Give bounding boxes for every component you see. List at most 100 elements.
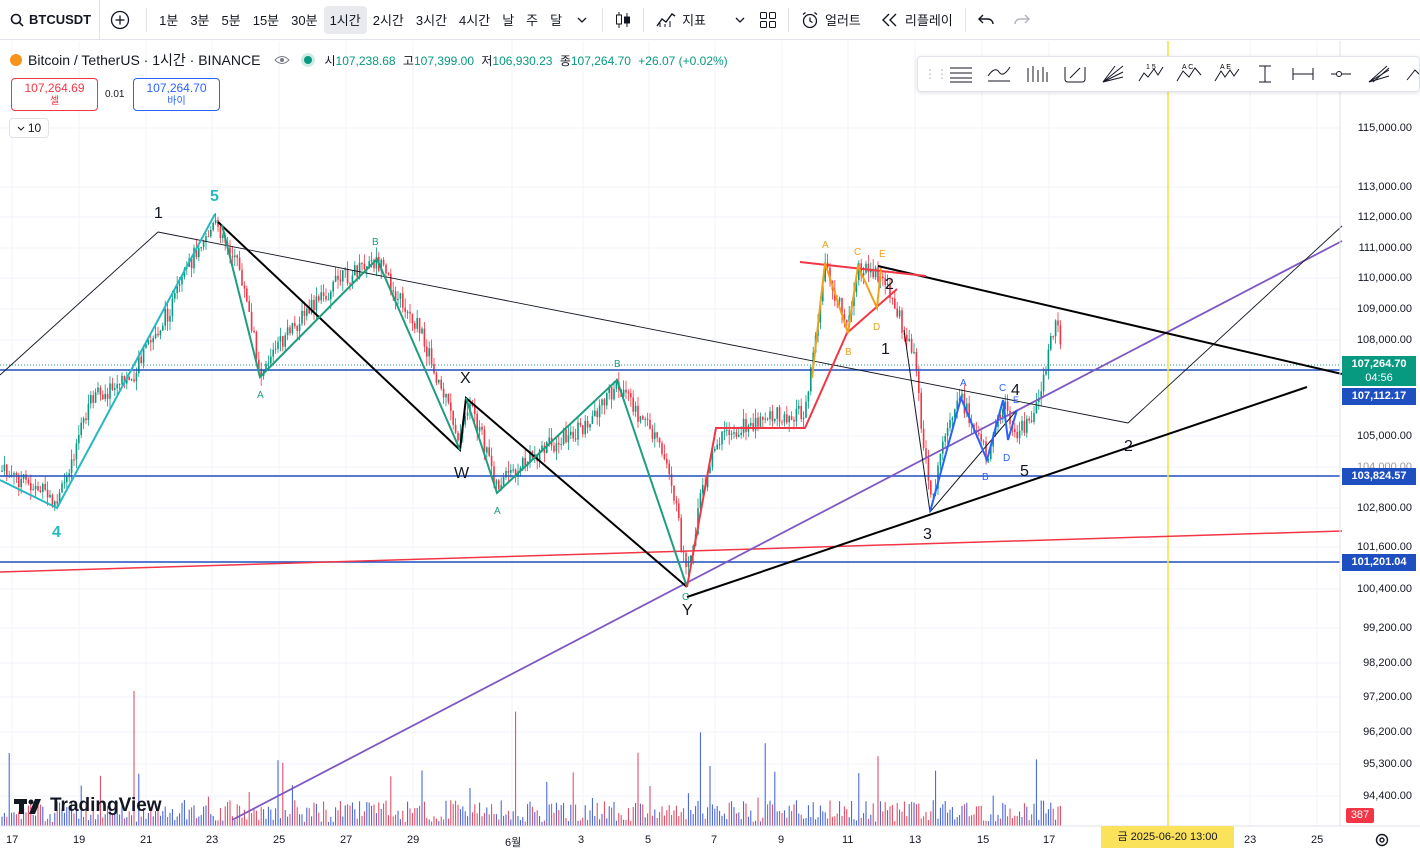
- red-trendline[interactable]: [0, 530, 1343, 573]
- blue-triangle-path[interactable]: [929, 394, 1018, 513]
- green-abc-path-2[interactable]: [465, 378, 688, 588]
- candle-body: [92, 395, 94, 403]
- price-range-tool[interactable]: [1246, 59, 1284, 89]
- candle-body: [762, 416, 764, 420]
- black-resistance-line[interactable]: [877, 265, 1343, 375]
- interval-month[interactable]: 달: [550, 13, 563, 28]
- purple-trendline[interactable]: [231, 240, 1343, 821]
- fan-tool[interactable]: [1094, 59, 1132, 89]
- wave-label: A: [960, 378, 967, 389]
- interval-1m[interactable]: 1분: [159, 13, 179, 28]
- candle-body: [925, 448, 927, 458]
- interval-2h[interactable]: 2시간: [372, 13, 404, 28]
- alarm-clock-icon: [802, 11, 818, 28]
- indicators-collapse-button[interactable]: 10: [9, 118, 49, 138]
- indicators-dropdown[interactable]: [726, 6, 754, 34]
- candle-body: [862, 272, 865, 276]
- indicators-button[interactable]: 지표: [650, 6, 712, 34]
- candle-body: [990, 446, 992, 460]
- pattern-tool[interactable]: [1398, 59, 1419, 89]
- orange-triangle-path[interactable]: [811, 262, 882, 379]
- wave-label: 2: [1124, 438, 1133, 455]
- drag-handle-icon[interactable]: ⋮⋮: [924, 67, 948, 81]
- wave-ac-tool[interactable]: A C: [1170, 59, 1208, 89]
- price-tick: 95,300.00: [1363, 758, 1412, 770]
- horizontal-lines-tool[interactable]: [942, 59, 980, 89]
- candle-body: [445, 393, 447, 398]
- legend-title[interactable]: Bitcoin / TetherUS · 1시간 · BINANCE: [28, 52, 261, 68]
- candle-body: [152, 338, 154, 343]
- replay-button[interactable]: 리플레이: [875, 6, 959, 34]
- candle-body: [908, 338, 910, 341]
- candle-body: [212, 222, 214, 230]
- eye-icon[interactable]: [274, 52, 291, 68]
- candle-body: [774, 418, 776, 422]
- symbol-search[interactable]: BTCUSDT: [0, 0, 101, 40]
- alert-button[interactable]: 얼러트: [795, 6, 867, 34]
- black-wxy-path[interactable]: [217, 221, 688, 588]
- candle-body: [522, 457, 524, 468]
- candle-body: [865, 263, 867, 273]
- teal-wave-path[interactable]: [0, 213, 216, 510]
- candle-body: [742, 418, 745, 433]
- compare-button[interactable]: [106, 6, 134, 34]
- date-range-tool[interactable]: [1284, 59, 1322, 89]
- channel-tool[interactable]: [1056, 59, 1094, 89]
- projection-path[interactable]: [1127, 225, 1343, 424]
- green-abc-path-1[interactable]: [221, 224, 461, 451]
- candle-body: [44, 483, 46, 490]
- current-price-label: 107,264.70 04:56: [1342, 356, 1416, 386]
- candle-body: [291, 323, 294, 334]
- volume-label: 387: [1346, 808, 1374, 823]
- candle-body: [75, 443, 78, 460]
- interval-dropdown[interactable]: [568, 6, 596, 34]
- thin-wave-path[interactable]: [0, 231, 159, 376]
- candle-body: [968, 403, 970, 424]
- candle-body: [385, 264, 387, 274]
- tradingview-logo[interactable]: TradingView: [14, 795, 162, 817]
- candle-body: [219, 226, 222, 239]
- undo-icon: [977, 14, 994, 24]
- candle-body: [500, 485, 502, 490]
- line-price-label: 103,824.57: [1342, 468, 1416, 485]
- interval-5m[interactable]: 5분: [221, 13, 241, 28]
- candle-body: [279, 336, 282, 342]
- candle-body: [1030, 420, 1033, 422]
- interval-3m[interactable]: 3분: [190, 13, 210, 28]
- path-tool[interactable]: [980, 59, 1018, 89]
- undo-button[interactable]: [972, 6, 1000, 34]
- candle-body: [193, 247, 195, 269]
- red-top-line[interactable]: [799, 261, 927, 277]
- buy-button[interactable]: 107,264.70 바이: [133, 78, 220, 111]
- wave-ae-tool[interactable]: A E: [1208, 59, 1246, 89]
- candle-body: [363, 263, 366, 270]
- candle-body: [946, 427, 949, 436]
- grid-icon: [760, 11, 777, 28]
- bars-tool[interactable]: [1018, 59, 1056, 89]
- interval-15m[interactable]: 15분: [252, 13, 280, 28]
- thin-channel-line[interactable]: [157, 231, 1129, 424]
- candle-body: [790, 416, 793, 420]
- wave-15-tool[interactable]: 1 5: [1132, 59, 1170, 89]
- layouts-button[interactable]: [754, 6, 782, 34]
- interval-week[interactable]: 주: [526, 13, 539, 28]
- interval-1h[interactable]: 1시간: [323, 5, 367, 34]
- candle-body: [824, 262, 826, 282]
- red-wave-path[interactable]: [686, 288, 898, 588]
- ray-tool[interactable]: [1322, 59, 1360, 89]
- settings-button[interactable]: [1374, 832, 1390, 853]
- interval-30m[interactable]: 30분: [291, 13, 318, 28]
- chart-type-button[interactable]: [609, 6, 637, 34]
- price-tick: 105,000.00: [1356, 430, 1412, 442]
- interval-day[interactable]: 날: [502, 13, 515, 28]
- sell-button[interactable]: 107,264.69 셀: [11, 78, 98, 111]
- divider: [643, 7, 645, 32]
- interval-4h[interactable]: 4시간: [459, 13, 491, 28]
- fib-fan-tool[interactable]: [1360, 59, 1398, 89]
- price-chart[interactable]: 1 5 4 A B X W A B C Y A B C D E 2 1 3 A …: [0, 41, 1420, 861]
- interval-3h[interactable]: 3시간: [415, 13, 448, 28]
- redo-button[interactable]: [1008, 6, 1036, 34]
- gear-icon: [1375, 833, 1389, 847]
- black-support-line[interactable]: [686, 386, 1308, 598]
- candle-body: [294, 323, 296, 327]
